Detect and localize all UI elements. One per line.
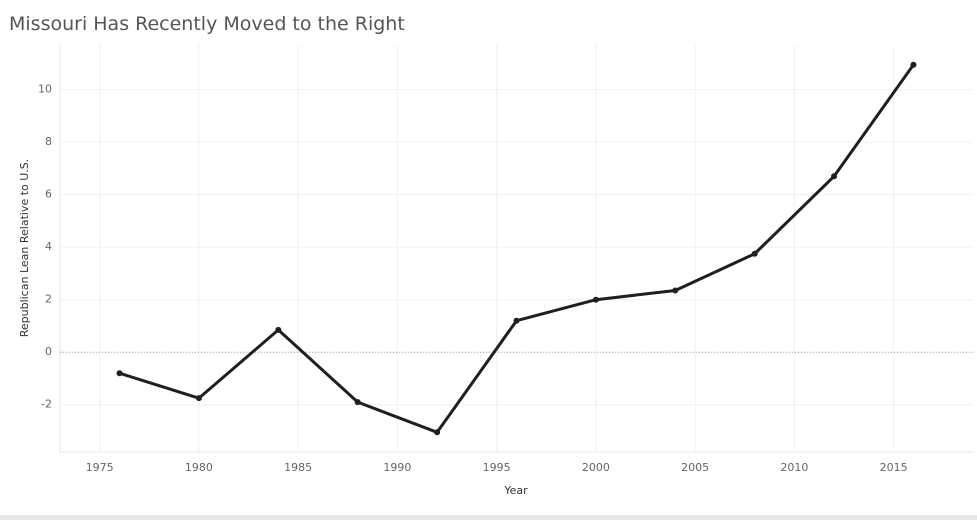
y-tick-label: 8	[45, 135, 52, 148]
point	[275, 326, 282, 333]
y-tick-label: 10	[38, 83, 52, 96]
x-tick-label: 2005	[681, 461, 709, 474]
y-tick-label: -2	[41, 398, 52, 411]
x-tick-label: 1975	[86, 461, 114, 474]
y-axis-title: Republican Lean Relative to U.S.	[18, 159, 31, 338]
y-tick-label: 0	[45, 345, 52, 358]
x-axis-title: Year	[503, 484, 528, 497]
bottom-bar	[0, 515, 977, 520]
x-tick-label: 2000	[582, 461, 610, 474]
point	[513, 317, 520, 324]
x-tick-label: 1990	[383, 461, 411, 474]
x-tick-label: 2015	[880, 461, 908, 474]
point	[910, 61, 917, 68]
point	[354, 399, 361, 406]
x-tick-label: 1985	[284, 461, 312, 474]
point	[434, 429, 441, 436]
x-tick-label: 1980	[185, 461, 213, 474]
point	[116, 370, 123, 377]
chart-title: Missouri Has Recently Moved to the Right	[9, 13, 405, 35]
x-tick-label: 2010	[780, 461, 808, 474]
point	[195, 395, 202, 402]
point	[751, 250, 758, 257]
y-tick-label: 6	[45, 188, 52, 201]
y-tick-label: 4	[45, 240, 52, 253]
point	[672, 287, 679, 294]
point	[831, 173, 838, 180]
point	[592, 296, 599, 303]
y-tick-label: 2	[45, 293, 52, 306]
x-tick-label: 1995	[483, 461, 511, 474]
